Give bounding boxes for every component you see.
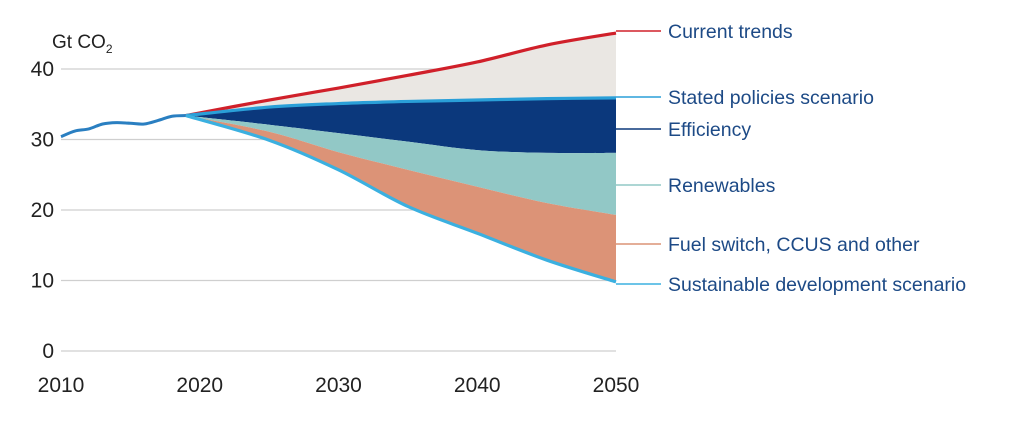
- y-tick-label: 10: [31, 270, 54, 293]
- series-label: Stated policies scenario: [668, 87, 874, 109]
- line-stated-policies-scenario: [185, 96, 617, 118]
- series-label: Efficiency: [668, 119, 751, 141]
- y-axis: 0 10 20 30 40: [31, 58, 54, 363]
- series-label: Renewables: [668, 175, 776, 197]
- x-tick-label: 2030: [315, 374, 362, 397]
- series-label: Current trends: [668, 21, 793, 43]
- series-labels: Current trends Stated policies scenario Ef…: [616, 21, 966, 296]
- areas: [185, 33, 616, 282]
- line-current-trends: [185, 31, 617, 118]
- lines: [60, 31, 617, 284]
- wedge-renewables: [185, 115, 616, 215]
- wedge-efficiency: [185, 97, 616, 154]
- wedge-fuel-switch-ccus-and-other: [185, 115, 616, 282]
- x-tick-label: 2010: [38, 374, 85, 397]
- x-tick-label: 2040: [454, 374, 501, 397]
- y-tick-label: 40: [31, 58, 54, 81]
- x-tick-label: 2050: [593, 374, 640, 397]
- y-tick-label: 0: [42, 340, 54, 363]
- y-tick-label: 30: [31, 129, 54, 152]
- y-axis-label: Gt CO2: [52, 32, 113, 56]
- series-label: Sustainable development scenario: [668, 274, 966, 296]
- series-label: Fuel switch, CCUS and other: [668, 234, 920, 256]
- wedge-gap: [185, 33, 616, 116]
- y-tick-label: 20: [31, 199, 54, 222]
- line-sustainable-development-scenario: [185, 113, 617, 284]
- x-axis: 2010 2020 2030 2040 2050: [38, 374, 640, 397]
- historical-line: [60, 114, 186, 139]
- x-tick-label: 2020: [176, 374, 223, 397]
